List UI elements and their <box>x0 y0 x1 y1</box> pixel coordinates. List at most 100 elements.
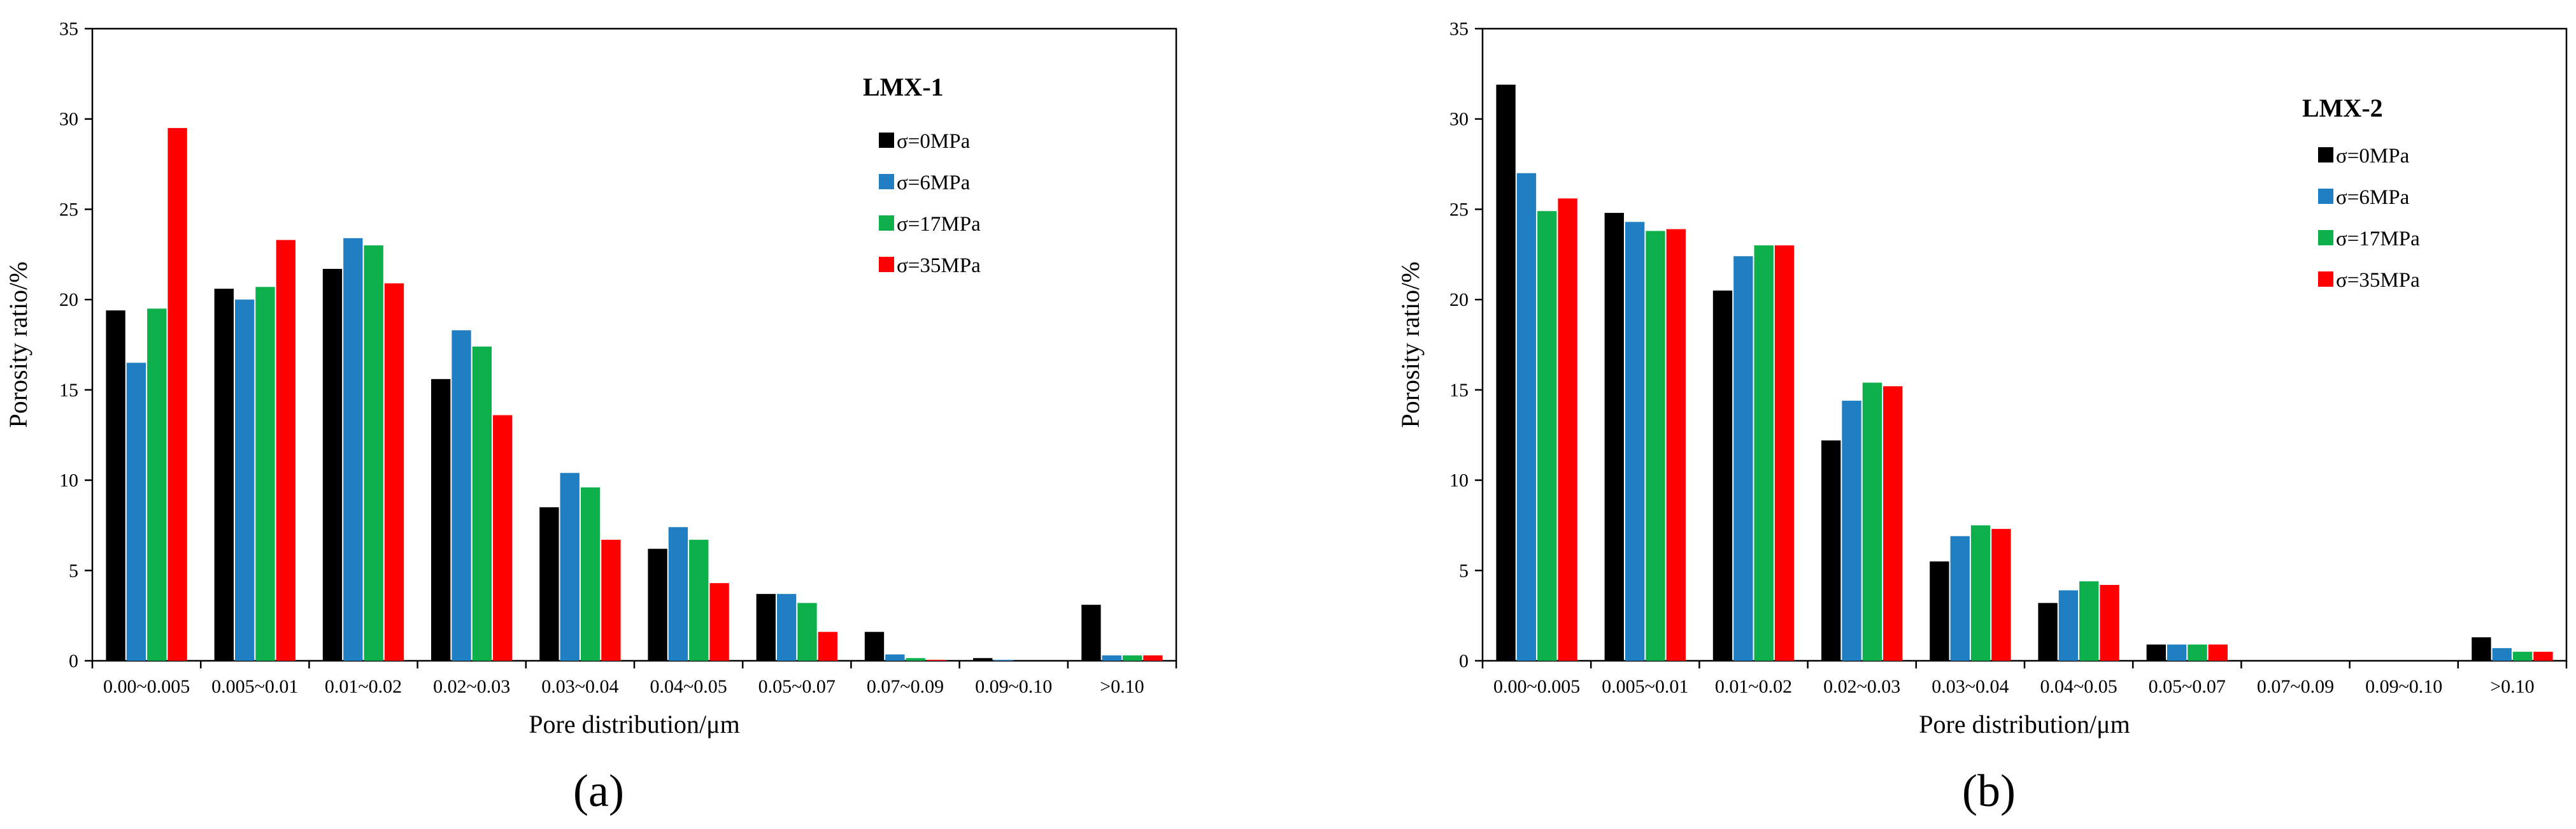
bar <box>2472 637 2491 661</box>
x-tick-label: 0.00~0.005 <box>1493 676 1580 697</box>
x-tick-label: >0.10 <box>2490 676 2534 697</box>
bar <box>1102 655 1121 661</box>
bar <box>1754 245 1774 661</box>
y-axis-title: Porosity ratio/% <box>1396 261 1425 428</box>
x-tick-label: 0.00~0.005 <box>103 676 190 697</box>
bar <box>689 540 709 661</box>
bar <box>472 346 492 661</box>
bar <box>126 363 146 661</box>
bar <box>1712 290 1733 661</box>
y-tick-label: 25 <box>1449 199 1469 220</box>
y-tick-label: 30 <box>1449 109 1469 130</box>
legend-title: LMX-1 <box>863 73 944 101</box>
y-tick-label: 20 <box>59 289 78 310</box>
bar <box>1883 386 1903 661</box>
bar <box>276 240 295 661</box>
x-axis-title: Pore distribution/μm <box>529 710 739 739</box>
x-tick-label: 0.07~0.09 <box>867 676 944 697</box>
x-tick-label: >0.10 <box>1100 676 1144 697</box>
bar <box>1821 440 1841 661</box>
bar <box>1143 655 1163 661</box>
plot-frame <box>1481 27 2568 662</box>
bar <box>1604 213 1624 661</box>
bar <box>709 583 729 661</box>
y-tick-label: 15 <box>1449 380 1469 401</box>
y-tick-label: 15 <box>59 380 78 401</box>
bar <box>1496 84 1516 661</box>
legend-label: σ=0MPa <box>897 130 971 153</box>
y-tick-label: 25 <box>59 199 78 220</box>
bar <box>864 631 885 661</box>
x-tick-label: 0.02~0.03 <box>433 676 510 697</box>
x-tick-label: 0.04~0.05 <box>2040 676 2117 697</box>
panel-label: (b) <box>1962 765 2016 816</box>
legend-swatch <box>2318 189 2333 204</box>
bar <box>1625 222 1645 661</box>
bar <box>167 127 187 661</box>
y-tick-label: 10 <box>59 470 78 491</box>
chart-panel-b: 0 5 10 15 20 25 30 35 0.00~0.005 0.005~0.01 0.01~0… <box>1396 18 2568 816</box>
bar <box>885 654 905 661</box>
legend-swatch <box>2318 230 2333 245</box>
y-tick-label: 35 <box>1449 18 1469 40</box>
x-tick-label: 0.05~0.07 <box>758 676 836 697</box>
bar <box>1842 400 1861 661</box>
bar <box>776 594 797 661</box>
bar <box>1666 229 1686 661</box>
bar <box>906 658 925 661</box>
bar <box>322 268 343 661</box>
x-tick-label: 0.005~0.01 <box>211 676 298 697</box>
bar <box>1970 525 1991 661</box>
y-tick-label: 5 <box>1459 560 1469 581</box>
bar <box>1733 256 1753 661</box>
x-tick-label: 0.03~0.04 <box>541 676 618 697</box>
bar <box>818 631 837 661</box>
y-tick-label: 5 <box>69 560 78 581</box>
legend-label: σ=35MPa <box>897 254 981 277</box>
legend-swatch <box>2318 271 2333 287</box>
bar <box>2533 651 2553 661</box>
legend-label: σ=0MPa <box>2336 145 2410 168</box>
bar <box>1122 655 1142 661</box>
bar <box>648 549 667 661</box>
y-tick-label: 30 <box>59 109 78 130</box>
x-tick-label: 0.09~0.10 <box>975 676 1052 697</box>
bar <box>2100 584 2119 661</box>
plot-frame <box>91 27 1178 662</box>
legend-swatch <box>879 133 894 148</box>
legend-label: σ=17MPa <box>2336 227 2420 250</box>
bar <box>493 415 513 661</box>
bar <box>106 310 125 661</box>
legend-swatch <box>2318 147 2333 162</box>
bar <box>797 603 817 661</box>
bar <box>147 308 167 661</box>
bar <box>2079 581 2099 661</box>
x-tick-label: 0.01~0.02 <box>1715 676 1792 697</box>
legend-label: σ=17MPa <box>897 213 981 236</box>
y-tick-label: 35 <box>59 18 78 40</box>
bar <box>1930 561 1949 661</box>
bar <box>255 287 275 661</box>
bar <box>343 238 363 661</box>
bar <box>364 245 383 661</box>
bar <box>2208 644 2228 661</box>
bar <box>1558 198 1577 661</box>
chart-panel-a: 0 5 10 15 20 25 30 35 0.00~0.005 0.005~0.01 0.01~0… <box>4 18 1178 816</box>
bar <box>1862 382 1882 661</box>
legend-label: σ=35MPa <box>2336 269 2420 292</box>
legend-swatch <box>879 215 894 231</box>
x-tick-label: 0.03~0.04 <box>1932 676 2009 697</box>
x-tick-label: 0.01~0.02 <box>325 676 402 697</box>
bar <box>601 540 621 661</box>
bar <box>2146 644 2166 661</box>
x-tick-label: 0.05~0.07 <box>2149 676 2226 697</box>
bar <box>431 378 451 661</box>
bar <box>2058 590 2079 661</box>
legend-label: σ=6MPa <box>2336 186 2410 209</box>
y-tick-label: 20 <box>1449 289 1469 310</box>
bar <box>1516 173 1537 661</box>
bar <box>2038 603 2058 661</box>
y-axis-title: Porosity ratio/% <box>4 261 32 428</box>
legend-title: LMX-2 <box>2302 94 2383 122</box>
